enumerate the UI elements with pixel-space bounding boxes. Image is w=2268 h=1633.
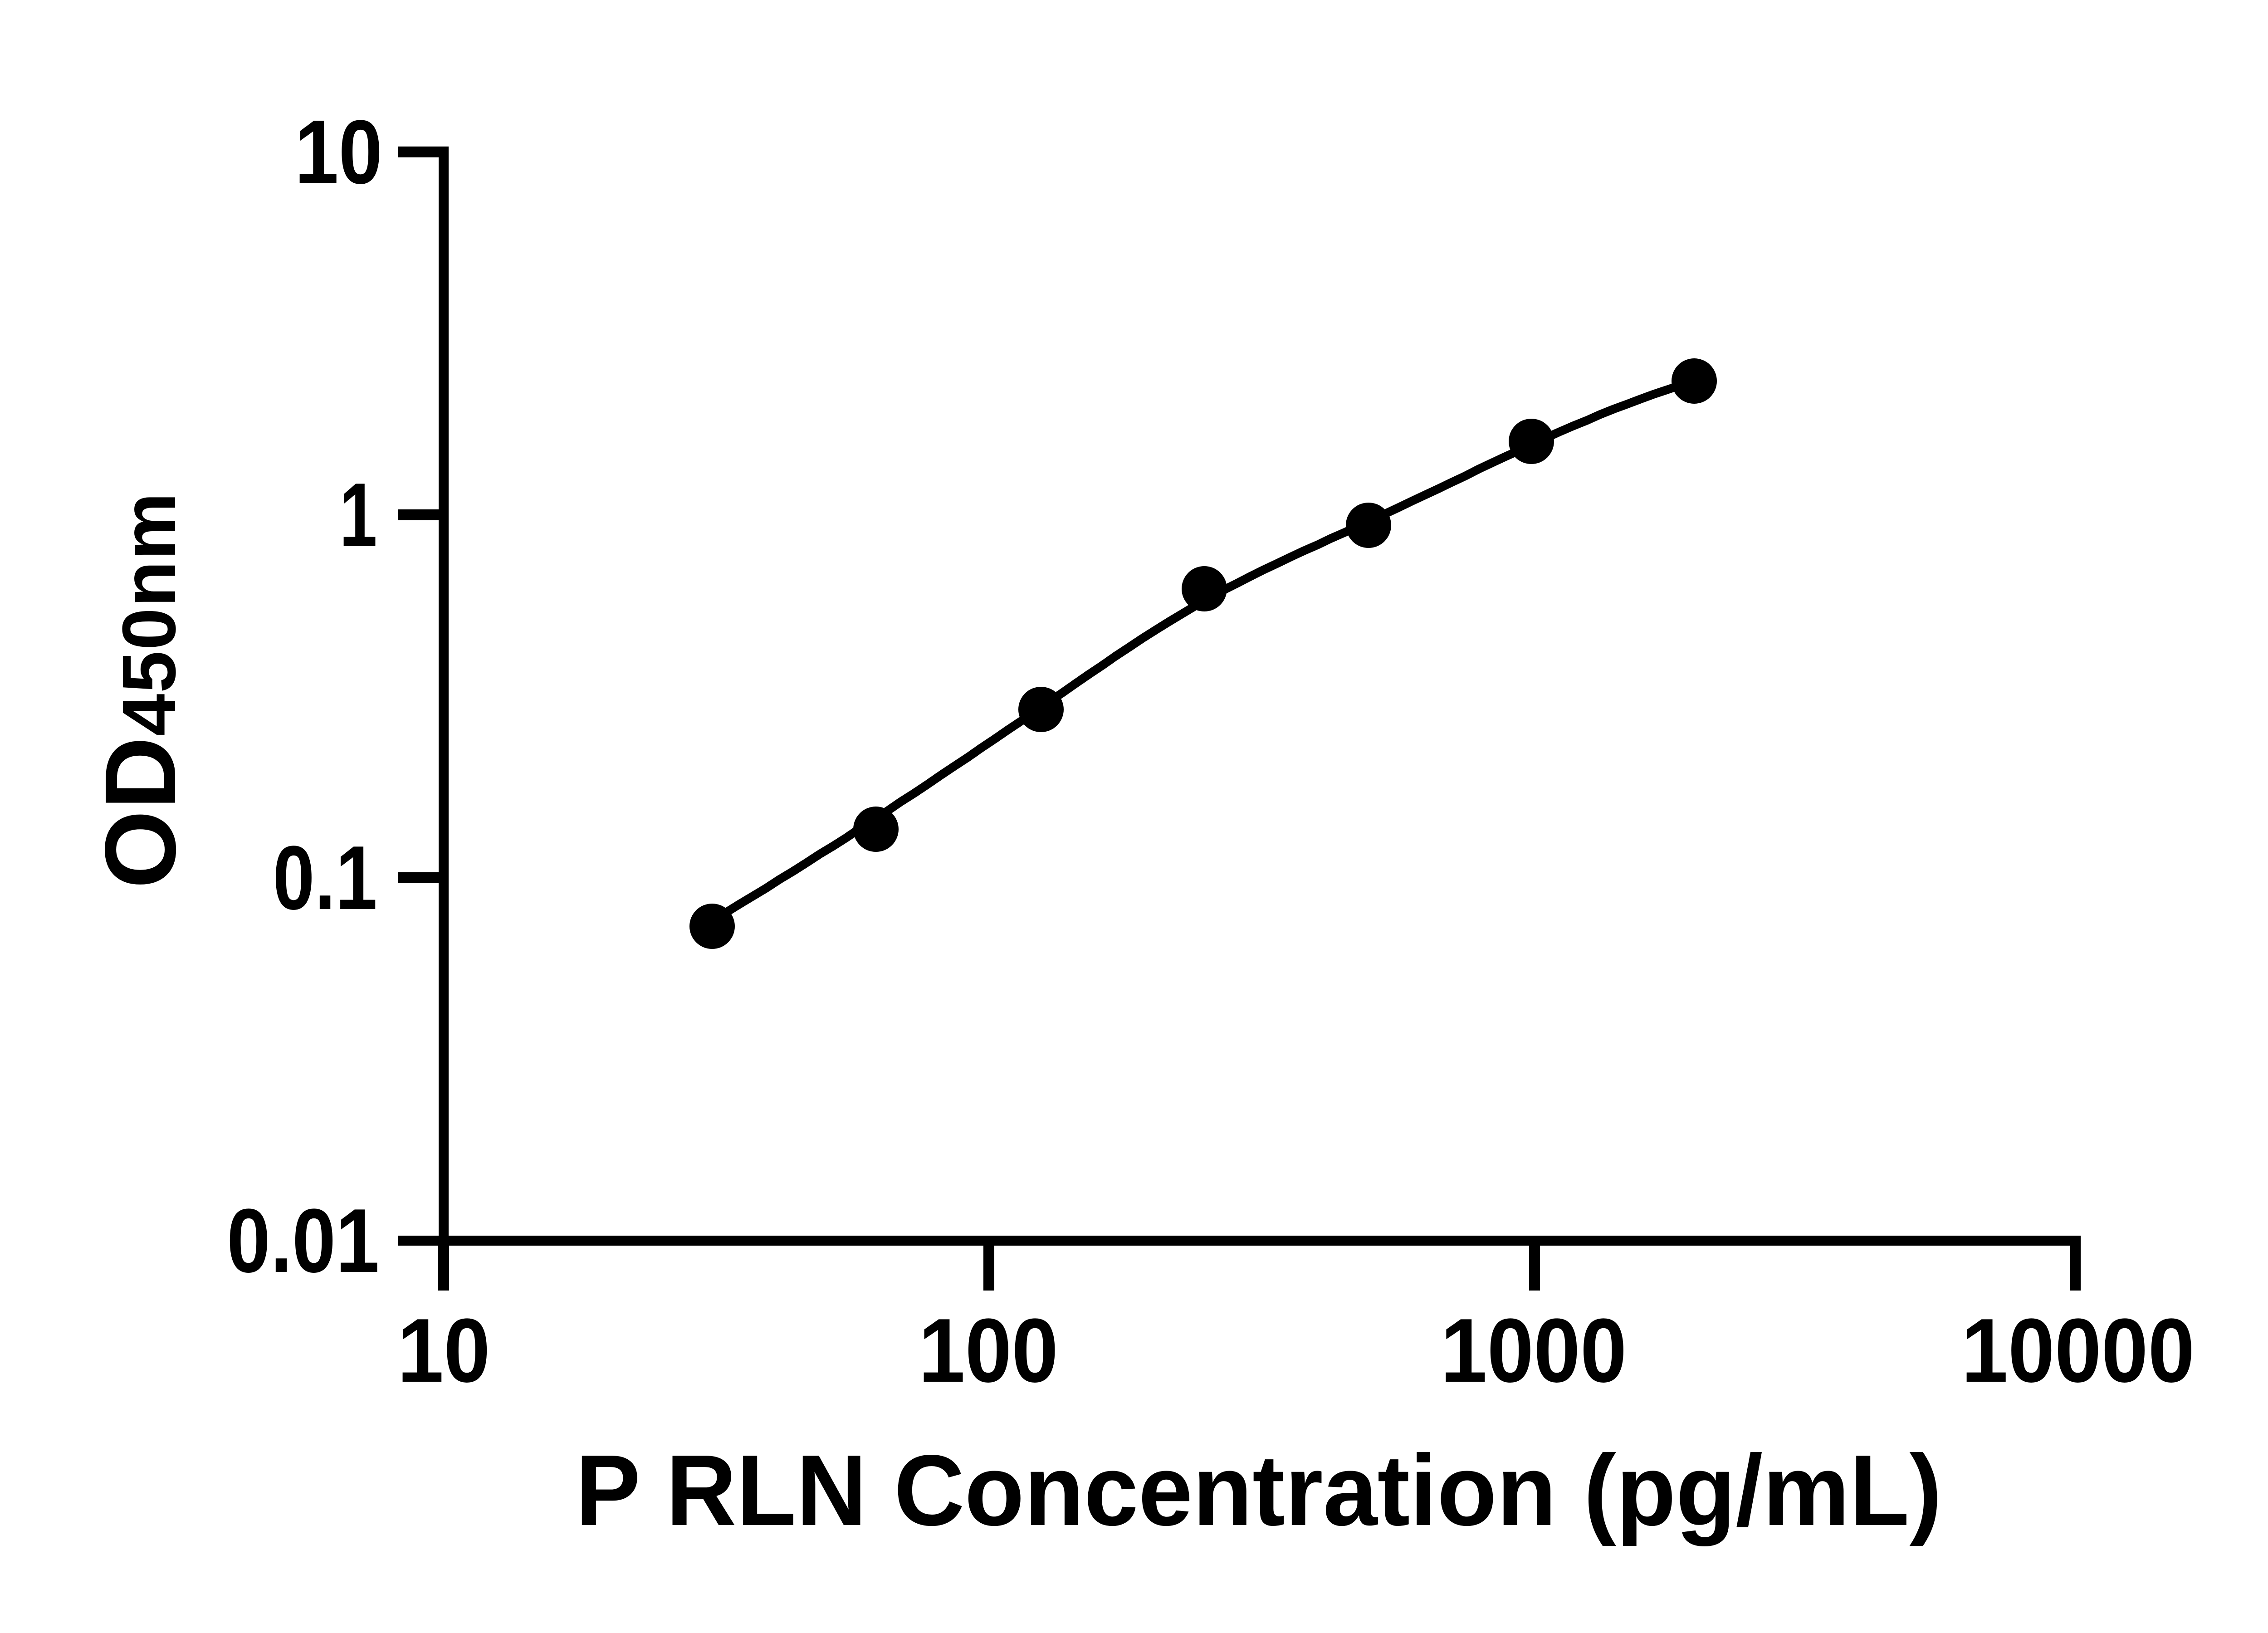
svg-text:0.1: 0.1 [273, 827, 377, 928]
svg-text:100: 100 [919, 1300, 1058, 1401]
svg-text:10: 10 [397, 1300, 490, 1401]
svg-text:10000: 10000 [1961, 1300, 2195, 1401]
svg-text:1000: 1000 [1441, 1300, 1627, 1401]
svg-text:P RLN Concentration (pg/mL): P RLN Concentration (pg/mL) [575, 1434, 1942, 1547]
svg-text:10: 10 [295, 101, 383, 203]
svg-text:OD450nm: OD450nm [84, 492, 197, 889]
svg-text:0.01: 0.01 [227, 1190, 379, 1291]
svg-text:1: 1 [339, 464, 377, 566]
